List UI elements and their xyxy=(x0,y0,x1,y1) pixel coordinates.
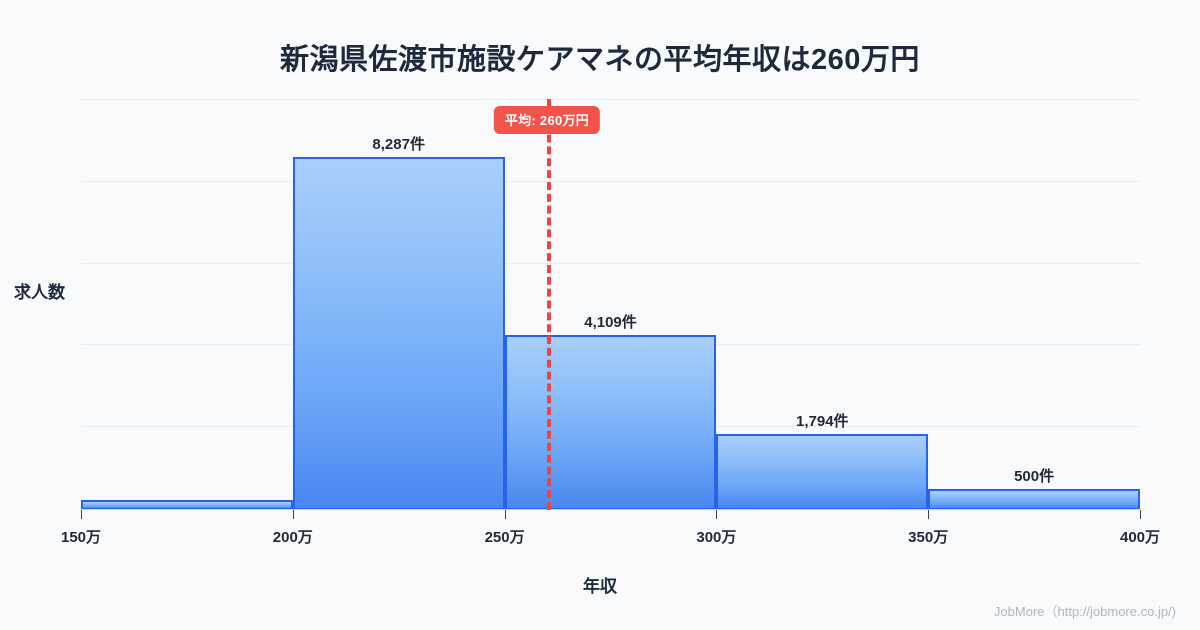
histogram-bar xyxy=(716,433,929,510)
average-badge: 平均: 260万円 xyxy=(493,106,601,134)
x-axis-tick-label: 300万 xyxy=(696,529,737,546)
bar-value-label: 500件 xyxy=(1014,467,1055,485)
x-axis-tick xyxy=(504,510,506,519)
x-axis-tick xyxy=(292,510,294,519)
bar-value-label: 4,109件 xyxy=(584,313,637,331)
gridline xyxy=(81,263,1140,264)
x-axis-tick-label: 350万 xyxy=(908,529,949,546)
average-dashed-line xyxy=(546,99,551,510)
x-axis-line xyxy=(81,509,1140,510)
x-axis-tick xyxy=(1140,510,1141,519)
plot-area xyxy=(81,99,1141,519)
x-axis-tick-label: 200万 xyxy=(272,529,313,546)
x-axis-title: 年収 xyxy=(583,577,617,596)
x-axis-tick-label: 400万 xyxy=(1119,529,1161,546)
x-axis-tick xyxy=(716,510,718,519)
x-axis-tick xyxy=(81,510,82,519)
histogram-bar xyxy=(504,335,717,510)
x-axis-tick-label: 150万 xyxy=(60,529,102,546)
histogram-bar xyxy=(928,488,1140,510)
x-axis-tick xyxy=(928,510,930,519)
gridline xyxy=(81,99,1140,100)
x-axis-tick-label: 250万 xyxy=(484,529,525,546)
histogram-bar xyxy=(292,157,505,510)
page-title: 新潟県佐渡市施設ケアマネの平均年収は260万円 xyxy=(280,44,920,76)
y-axis-title: 求人数 xyxy=(14,283,65,302)
bar-value-label: 8,287件 xyxy=(372,136,425,154)
bar-value-label: 1,794件 xyxy=(796,412,849,430)
footer-credit: JobMore（http://jobmore.co.jp/) xyxy=(993,604,1176,619)
gridline xyxy=(81,181,1140,182)
